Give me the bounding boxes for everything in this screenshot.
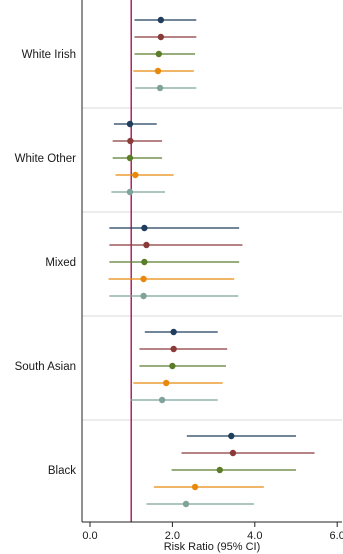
point-estimate <box>216 466 223 474</box>
point-estimate <box>126 120 134 128</box>
group-label: Mixed <box>45 257 76 269</box>
group-label: Black <box>48 465 76 477</box>
point-estimate <box>140 275 147 283</box>
point-estimate <box>141 224 148 232</box>
confidence-intervals <box>108 16 315 508</box>
group-labels: White Irish White Other Mixed South Asian Bl… <box>15 49 77 477</box>
point-estimate <box>170 345 177 353</box>
point-estimate <box>228 432 235 440</box>
point-estimate <box>132 171 139 179</box>
point-estimate <box>126 188 134 196</box>
point-estimate <box>229 449 237 457</box>
x-tick-label: 4.0 <box>247 530 262 542</box>
point-estimate <box>154 67 162 75</box>
point-estimate <box>191 483 199 491</box>
group-separators <box>82 107 342 421</box>
axes <box>81 0 342 523</box>
point-estimate <box>157 16 165 24</box>
x-axis-title: Risk Ratio (95% CI) <box>164 541 261 553</box>
point-estimate <box>156 84 164 92</box>
point-estimate <box>127 137 134 145</box>
group-label: White Irish <box>22 49 76 61</box>
x-tick-label: 2.0 <box>165 530 180 542</box>
point-estimate <box>157 33 165 41</box>
point-estimate <box>163 379 170 387</box>
point-estimate <box>141 258 148 266</box>
point-estimate <box>182 500 190 508</box>
point-estimate <box>158 396 166 404</box>
x-axis-ticks: 0.0 2.0 4.0 6.0 <box>82 522 343 542</box>
point-estimate <box>155 50 163 58</box>
point-estimate <box>126 154 134 162</box>
group-label: South Asian <box>15 361 76 373</box>
point-estimate <box>143 241 150 249</box>
x-tick-label: 0.0 <box>82 530 97 542</box>
point-estimate <box>140 292 147 300</box>
group-label: White Other <box>15 153 77 165</box>
point-estimate <box>169 362 176 370</box>
x-tick-label: 6.0 <box>330 530 343 542</box>
point-estimate <box>170 328 177 336</box>
